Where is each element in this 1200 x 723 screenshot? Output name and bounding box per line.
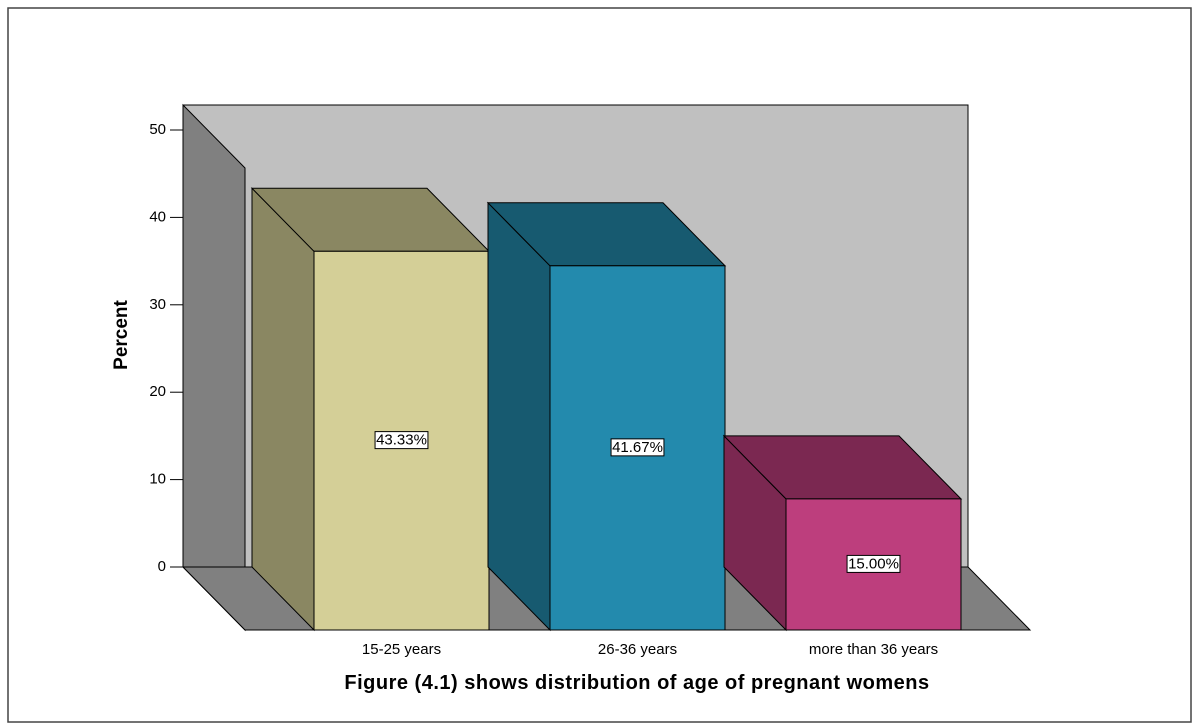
- y-tick-label: 20: [149, 383, 166, 400]
- chart-title: Figure (4.1) shows distribution of age o…: [344, 672, 930, 694]
- value-label-box: [374, 431, 429, 450]
- y-axis-label: Percent: [111, 299, 132, 369]
- value-label-box: [610, 438, 665, 457]
- value-label: 43.33%: [376, 432, 427, 449]
- bar-side: [251, 187, 315, 632]
- x-tick-label: more than 36 years: [809, 641, 938, 658]
- y-tick-label: 10: [149, 471, 166, 488]
- value-label-box: [846, 554, 901, 573]
- x-tick-label: 15-25 years: [362, 641, 441, 658]
- value-label: 15.00%: [848, 555, 899, 572]
- y-tick-label: 50: [149, 121, 166, 138]
- y-tick-label: 30: [149, 296, 166, 313]
- value-label: 41.67%: [612, 439, 663, 456]
- x-tick-label: 26-36 years: [598, 641, 677, 658]
- y-tick-label: 40: [149, 208, 166, 225]
- side-wall: [182, 103, 246, 632]
- bar-side: [487, 201, 551, 632]
- y-tick-label: 0: [158, 558, 166, 575]
